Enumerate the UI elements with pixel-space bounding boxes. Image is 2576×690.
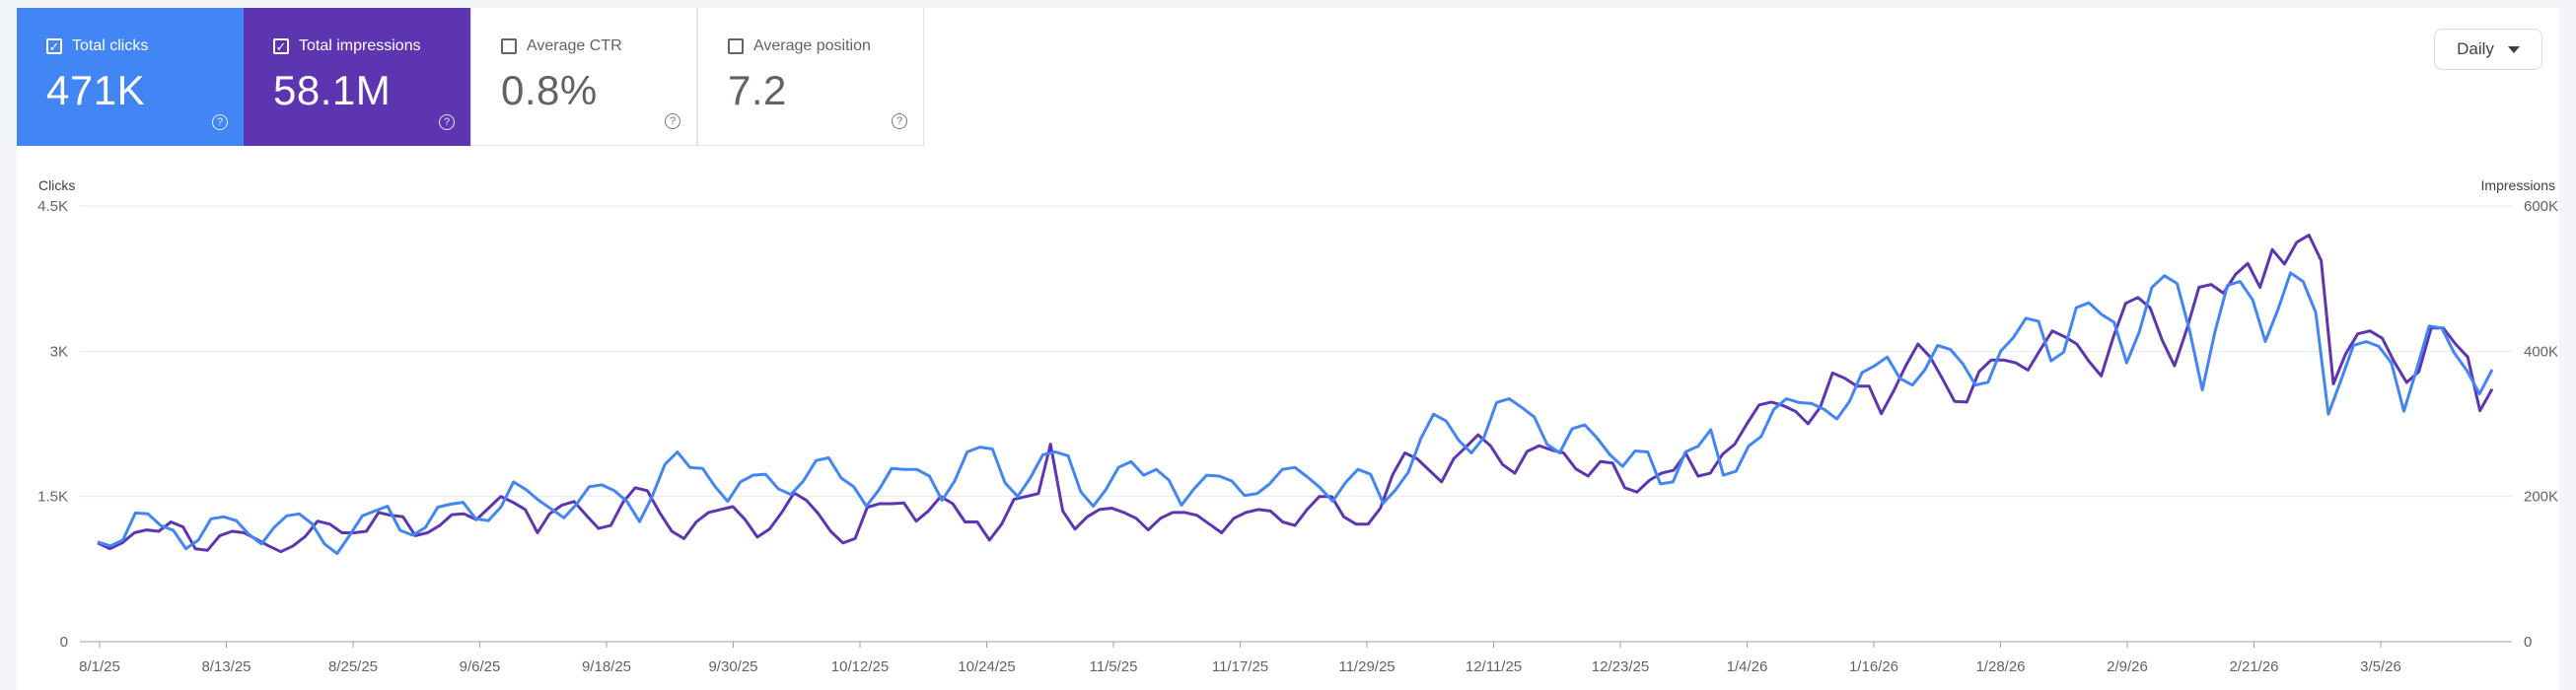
checked-checkbox-icon[interactable]: ✓	[46, 38, 62, 54]
metric-label-row: ✓ Total impressions	[273, 37, 470, 55]
x-tick-label: 11/5/25	[1090, 658, 1138, 675]
metric-value: 58.1M	[273, 67, 392, 113]
help-icon[interactable]: ?	[212, 114, 228, 130]
y-left-tick-label: 0	[60, 634, 68, 651]
x-tick-label: 9/30/25	[708, 658, 757, 675]
metric-value: 7.2	[728, 67, 787, 113]
performance-chart: 0 0 1.5K 200K 3K 400K 4.5K 600K Clicks Impression…	[37, 177, 2558, 675]
period-dropdown-label: Daily	[2457, 39, 2494, 58]
checked-checkbox-icon[interactable]: ✓	[273, 38, 289, 54]
y-left-tick-label: 1.5K	[37, 489, 68, 506]
unchecked-checkbox-icon[interactable]	[501, 38, 517, 54]
y-right-tick-label: 600K	[2524, 198, 2558, 215]
x-tick-label: 1/16/26	[1849, 658, 1898, 675]
metric-label: Average position	[753, 37, 871, 54]
metric-card-3[interactable]: Average CTR 0.8%?	[470, 8, 697, 146]
x-tick-label: 1/28/26	[1975, 658, 2025, 675]
y-right-axis-title: Impressions	[2481, 177, 2555, 193]
x-tick-label: 8/25/25	[328, 658, 378, 675]
x-tick-label: 12/23/25	[1592, 658, 1649, 675]
metric-label-row: Average CTR	[501, 37, 696, 55]
help-icon[interactable]: ?	[892, 113, 907, 129]
x-tick-label: 8/13/25	[201, 658, 250, 675]
metric-value: 471K	[46, 67, 146, 113]
metric-label: Total clicks	[72, 37, 149, 54]
x-tick-label: 2/21/26	[2229, 658, 2278, 675]
x-tick-label: 9/18/25	[582, 658, 631, 675]
metric-label-row: Average position	[728, 37, 923, 55]
metric-label: Average CTR	[527, 37, 622, 54]
x-tick-label: 10/24/25	[958, 658, 1015, 675]
y-left-axis-title: Clicks	[38, 177, 75, 193]
impressions-series-line	[97, 234, 2494, 554]
metric-label-row: ✓ Total clicks	[46, 37, 244, 55]
y-right-tick-label: 200K	[2524, 489, 2558, 506]
x-tick-label: 11/29/25	[1338, 658, 1395, 675]
x-tick-label: 8/1/25	[79, 658, 120, 675]
x-tick-label: 9/6/25	[460, 658, 501, 675]
help-icon[interactable]: ?	[439, 114, 455, 130]
x-tick-label: 1/4/26	[1727, 658, 1768, 675]
metric-card-1[interactable]: ✓ Total clicks 471K?	[17, 8, 244, 146]
y-right-tick-label: 400K	[2524, 343, 2558, 360]
performance-card: ✓ Total clicks 471K? ✓ Total impressions 58.1…	[17, 8, 2559, 690]
x-tick-label: 10/12/25	[831, 658, 889, 675]
clicks-series-line	[97, 271, 2494, 556]
metric-card-2[interactable]: ✓ Total impressions 58.1M?	[244, 8, 470, 146]
metric-card-4[interactable]: Average position 7.2?	[697, 8, 924, 146]
period-dropdown[interactable]: Daily	[2434, 29, 2542, 70]
y-left-tick-label: 3K	[50, 343, 68, 360]
x-tick-label: 2/9/26	[2107, 658, 2148, 675]
y-right-tick-label: 0	[2524, 634, 2532, 651]
metric-value: 0.8%	[501, 67, 598, 113]
x-tick-label: 12/11/25	[1466, 658, 1522, 675]
y-left-tick-label: 4.5K	[37, 198, 68, 215]
help-icon[interactable]: ?	[665, 113, 680, 129]
caret-down-icon	[2507, 45, 2520, 53]
metric-label: Total impressions	[299, 37, 421, 54]
x-tick-label: 3/5/26	[2360, 658, 2401, 675]
x-tick-label: 11/17/25	[1212, 658, 1268, 675]
unchecked-checkbox-icon[interactable]	[728, 38, 744, 54]
